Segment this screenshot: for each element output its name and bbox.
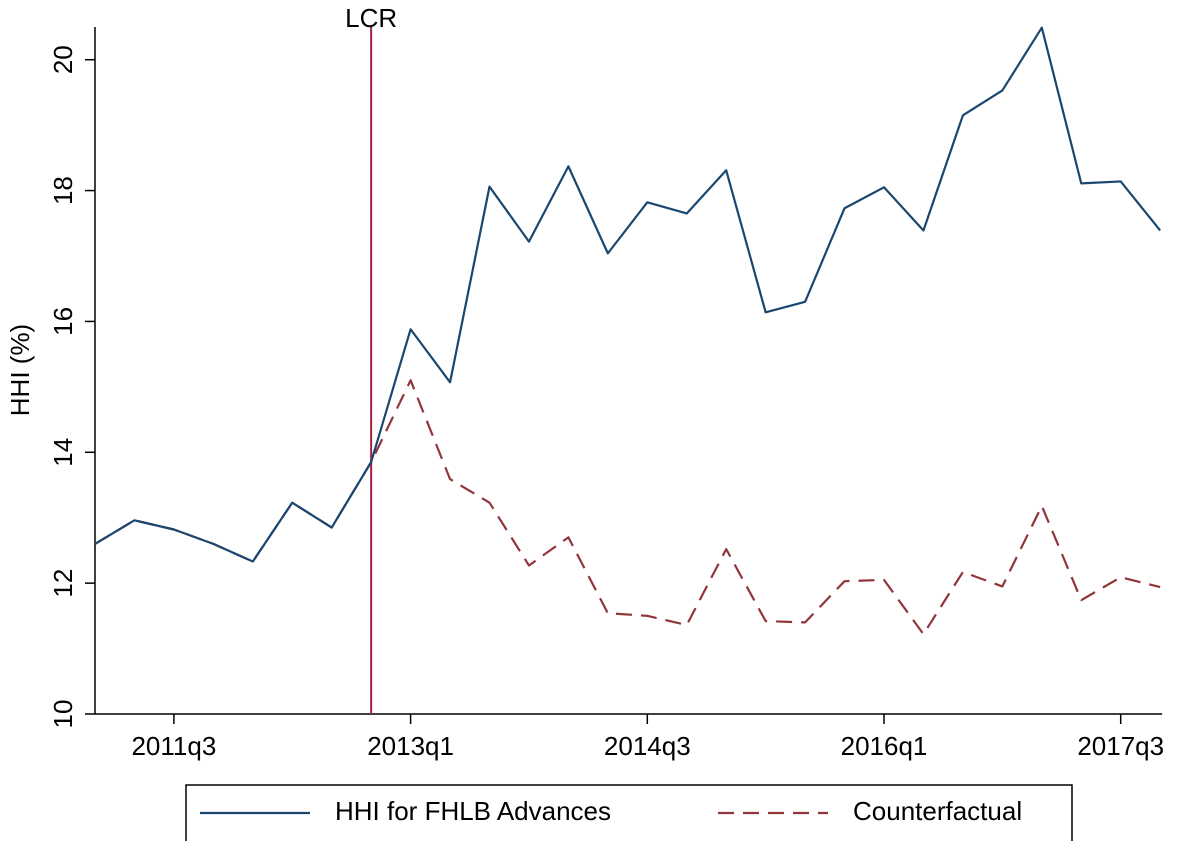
x-tick-label: 2014q3 xyxy=(604,731,691,761)
x-tick-label: 2013q1 xyxy=(367,731,454,761)
x-tick-label: 2016q1 xyxy=(841,731,928,761)
x-tick-label: 2017q3 xyxy=(1077,731,1164,761)
y-axis-label: HHI (%) xyxy=(5,324,35,416)
y-tick-label: 18 xyxy=(48,176,78,205)
series-line xyxy=(94,26,1162,563)
y-tick-label: 12 xyxy=(48,569,78,598)
event-label: LCR xyxy=(345,3,397,33)
legend-label: Counterfactual xyxy=(853,796,1022,826)
y-tick-label: 16 xyxy=(48,307,78,336)
y-tick-label: 14 xyxy=(48,438,78,467)
legend-box xyxy=(185,784,1073,846)
y-tick-label: 10 xyxy=(48,700,78,729)
legend-label: HHI for FHLB Advances xyxy=(335,796,611,826)
x-tick-label: 2011q3 xyxy=(131,731,216,761)
y-tick-label: 20 xyxy=(48,45,78,74)
